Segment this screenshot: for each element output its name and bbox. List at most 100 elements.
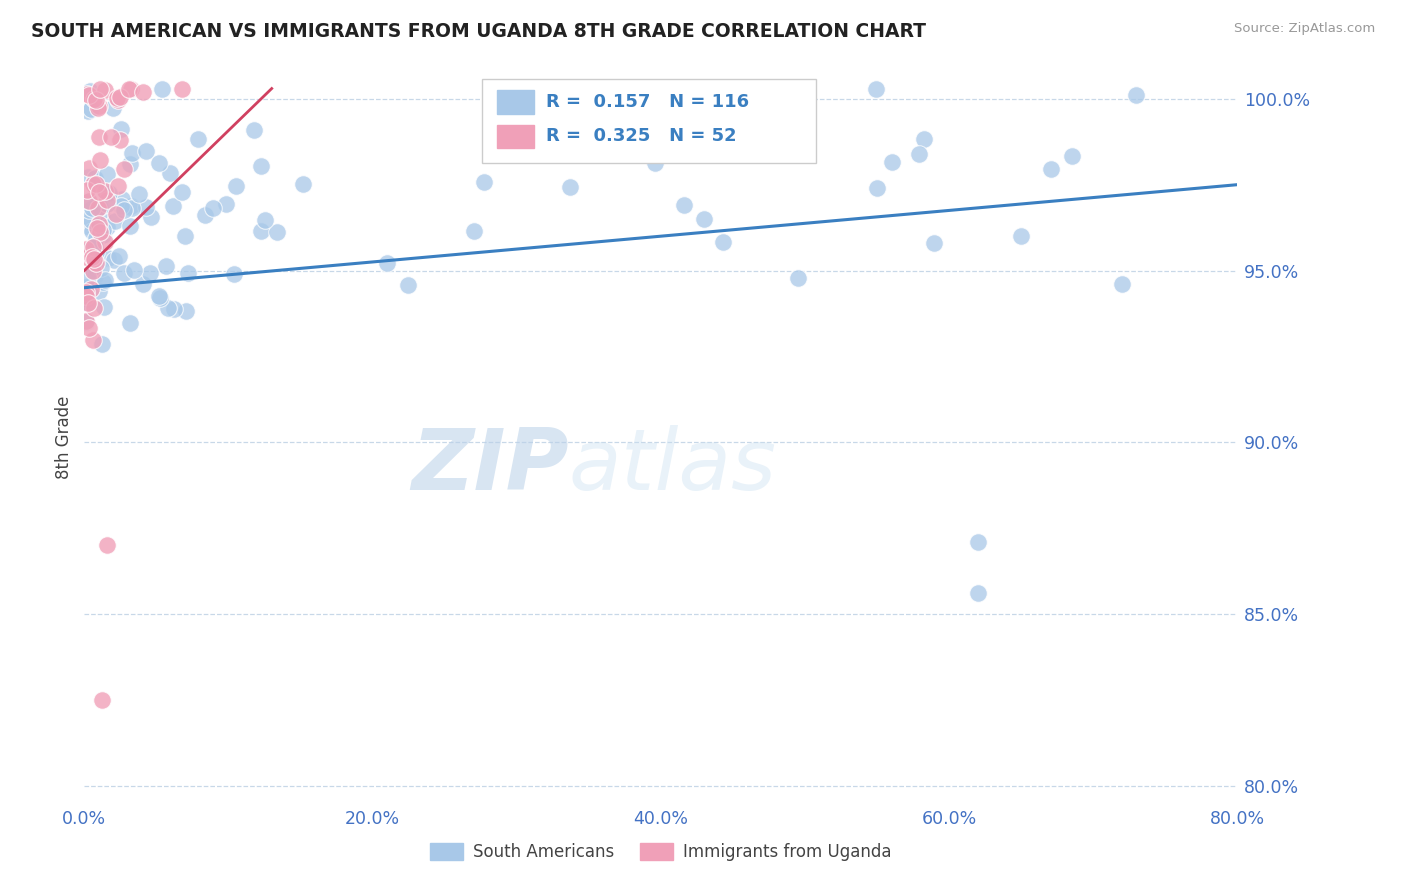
Point [111, 192, 134, 206]
Point [108, 90, 131, 104]
Point [108, 249, 131, 263]
Point [107, 178, 129, 193]
Point [672, 198, 695, 212]
Text: ZIP: ZIP [411, 425, 568, 508]
Point [96, 196, 118, 211]
Point [177, 266, 200, 280]
Point [89, 99, 111, 113]
Point [76, 292, 98, 306]
Point [91, 228, 114, 243]
Point [110, 121, 132, 136]
Point [82, 240, 104, 254]
Point [84, 170, 107, 185]
Point [711, 235, 734, 250]
Point [121, 201, 143, 215]
Point [105, 207, 128, 221]
Point [82, 177, 104, 191]
Point [266, 225, 288, 239]
Point [90, 693, 112, 707]
Point [75, 289, 97, 303]
Point [79, 161, 101, 176]
Point [76, 182, 98, 196]
Point [91, 275, 114, 289]
Point [75, 315, 97, 329]
Point [215, 197, 238, 211]
Point [90, 260, 112, 275]
Point [90, 337, 112, 351]
Point [83, 172, 105, 186]
Point [1060, 148, 1083, 162]
Point [866, 181, 889, 195]
Point [135, 145, 157, 159]
Point [77, 194, 100, 208]
Point [96, 219, 118, 234]
Point [76, 295, 98, 310]
Point [789, 127, 811, 141]
Point [76, 170, 98, 185]
Point [1111, 277, 1133, 292]
Text: R =  0.325   N = 52: R = 0.325 N = 52 [546, 128, 737, 145]
Point [162, 199, 184, 213]
Point [82, 239, 104, 253]
Point [112, 202, 135, 217]
Point [76, 269, 98, 284]
Point [80, 224, 103, 238]
Point [87, 101, 110, 115]
Point [84, 93, 107, 107]
Point [82, 250, 104, 264]
Point [243, 123, 266, 137]
Point [79, 102, 101, 116]
Point [967, 534, 990, 549]
Text: SOUTH AMERICAN VS IMMIGRANTS FROM UGANDA 8TH GRADE CORRELATION CHART: SOUTH AMERICAN VS IMMIGRANTS FROM UGANDA… [31, 22, 927, 41]
Point [120, 198, 142, 212]
Point [98, 186, 121, 200]
Point [104, 214, 127, 228]
Point [787, 271, 810, 285]
Point [75, 250, 97, 264]
Point [83, 240, 105, 254]
Point [155, 259, 177, 273]
Point [84, 178, 107, 193]
Point [107, 94, 129, 108]
Point [201, 201, 224, 215]
Point [89, 225, 111, 239]
Point [77, 87, 100, 102]
Point [576, 146, 599, 161]
Point [118, 219, 141, 233]
Point [463, 224, 485, 238]
Point [84, 256, 107, 270]
Point [84, 178, 107, 192]
Point [173, 228, 195, 243]
Point [120, 157, 142, 171]
Point [96, 168, 118, 182]
Point [132, 85, 155, 99]
Point [131, 277, 153, 292]
Point [91, 223, 114, 237]
Point [103, 252, 125, 267]
Point [96, 193, 118, 207]
Point [96, 538, 118, 552]
FancyBboxPatch shape [482, 78, 817, 163]
Point [148, 155, 170, 169]
Point [225, 178, 247, 193]
Point [121, 146, 143, 161]
Point [120, 316, 142, 330]
Point [101, 101, 124, 115]
Point [83, 92, 105, 106]
Point [150, 81, 173, 95]
Point [77, 194, 100, 208]
Point [224, 267, 246, 281]
Point [474, 175, 496, 189]
Point [82, 333, 104, 347]
Point [156, 301, 179, 316]
Point [89, 81, 111, 95]
Point [118, 81, 141, 95]
Point [90, 208, 112, 222]
Point [86, 244, 108, 259]
Point [91, 182, 114, 196]
Legend: South Americans, Immigrants from Uganda: South Americans, Immigrants from Uganda [423, 836, 898, 868]
Point [149, 291, 172, 305]
Point [82, 262, 104, 277]
Point [83, 239, 105, 253]
Point [139, 210, 162, 224]
